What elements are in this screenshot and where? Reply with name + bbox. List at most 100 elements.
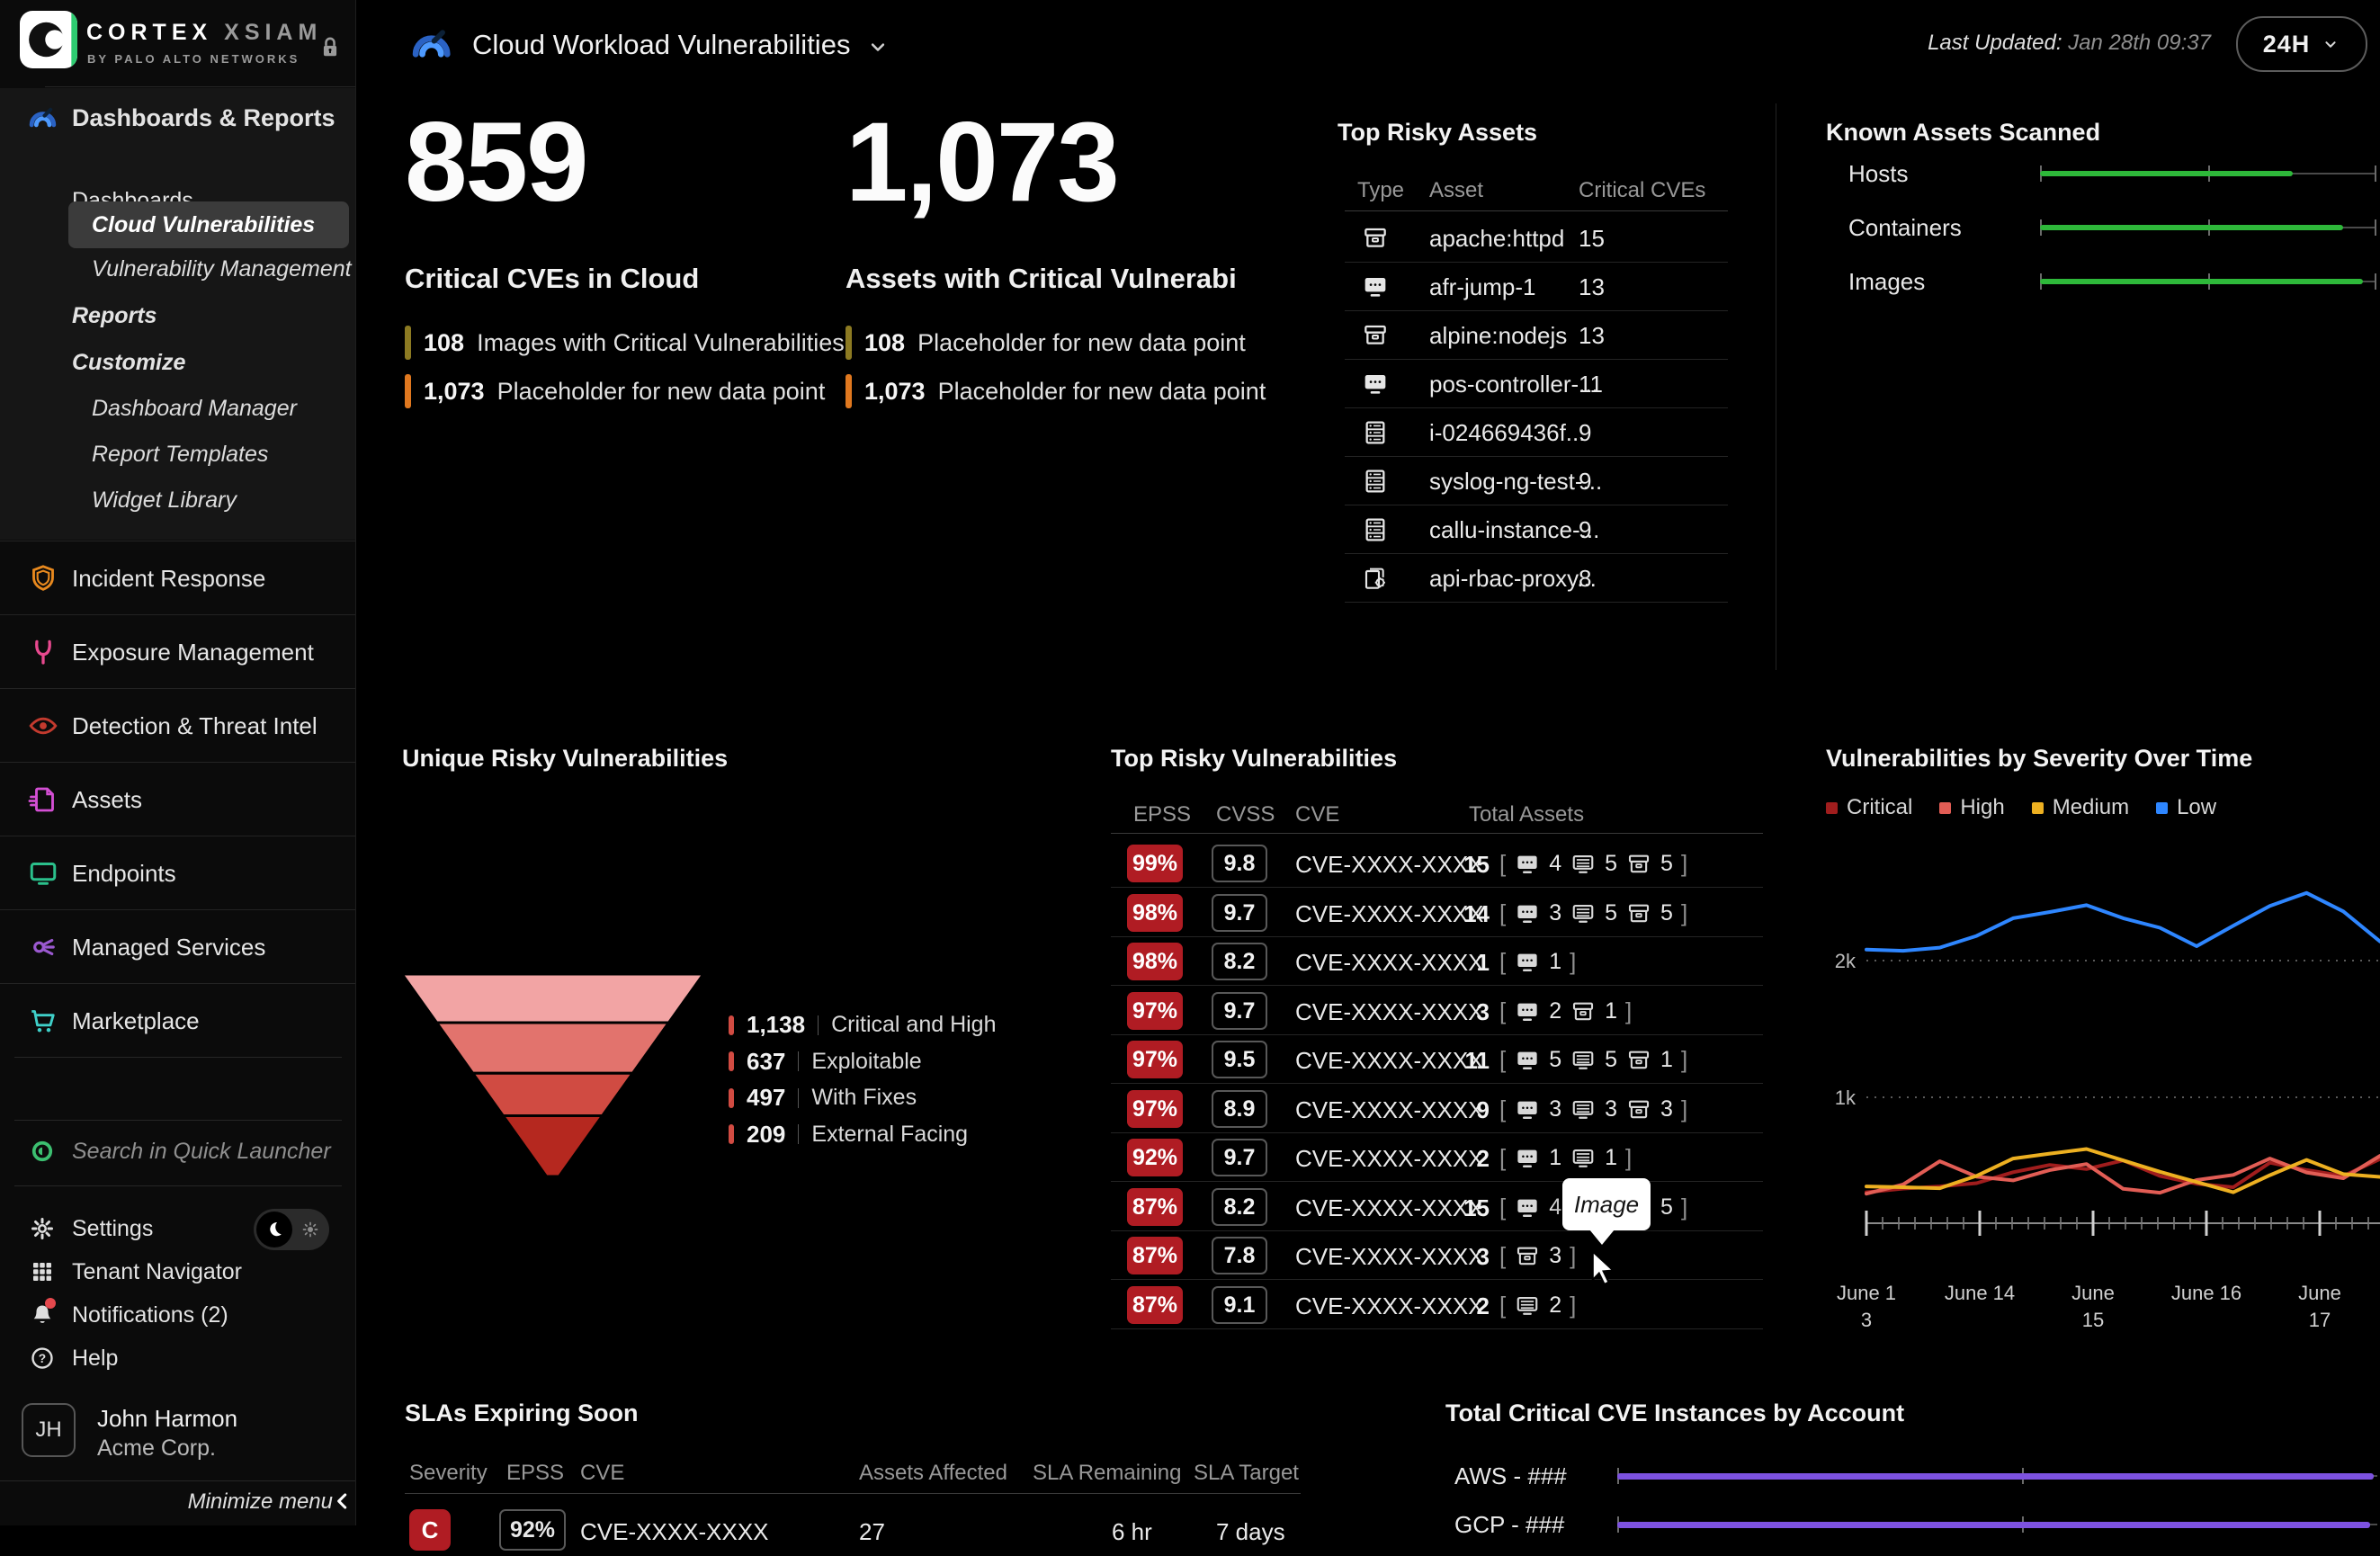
quick-launcher[interactable]: Search in Quick Launcher [0,1128,355,1175]
sidebar-group-header[interactable]: Dashboards & Reports [0,95,355,140]
legend-label: Low [2177,795,2217,819]
sidebar-item-dashboard-manager[interactable]: Dashboard Manager [0,388,355,429]
table-row[interactable]: C 92% CVE-XXXX-XXXX 27 6 hr 7 days [405,1506,1301,1556]
table-row[interactable]: 97% 9.5 CVE-XXXX-XXXX 11 [5 5 1] [1111,1035,1763,1084]
critical-cve-count: 15 [1579,225,1605,252]
cve-id: CVE-XXXX-XXXX [1295,851,1484,878]
asset-breakdown: [3 5 5] [1499,899,1687,927]
sidebar-item-label: Customize [72,349,186,375]
table-row[interactable]: 98% 8.2 CVE-XXXX-XXXX 1[1] [1111,937,1763,986]
table-row[interactable]: afr-jump-1 13 [1338,263,1733,311]
table-row[interactable]: syslog-ng-test-... 9 [1338,457,1733,505]
monitor-icon [27,857,59,890]
cve-by-account-title: Total Critical CVE Instances by Account [1445,1400,1905,1426]
column-header-epss: EPSS [506,1461,565,1485]
svg-text:?: ? [39,1352,46,1365]
sidebar-item-exposure-management[interactable]: Exposure Management [0,614,355,689]
sidebar-item-report-templates[interactable]: Report Templates [0,434,355,475]
svg-text:June: June [2298,1282,2341,1304]
stat-bar [846,374,852,408]
table-row[interactable]: 98% 9.7 CVE-XXXX-XXXX 14 [3 5 5] [1111,889,1763,937]
lock-icon[interactable] [315,32,345,63]
row-divider [1345,407,1728,408]
row-divider [1345,553,1728,554]
sidebar-item-widget-library[interactable]: Widget Library [0,479,355,521]
svg-text:3: 3 [1861,1309,1872,1331]
severity-over-time-title: Vulnerabilities by Severity Over Time [1826,745,2253,772]
top-risky-vulnerabilities-title: Top Risky Vulnerabilities [1111,745,1398,772]
table-row[interactable]: api-rbac-proxy... 8 [1338,554,1733,603]
sidebar-item-help[interactable]: ? Help [0,1337,355,1380]
container-icon [1570,851,1597,878]
sidebar-item-tenant-navigator[interactable]: Tenant Navigator [0,1250,355,1293]
server-icon [1361,418,1390,447]
dashboard-title[interactable]: Cloud Workload Vulnerabilities [472,29,851,60]
critical-cve-count: 9 [1579,468,1592,495]
cve-id: CVE-XXXX-XXXX [1295,900,1484,927]
sidebar-item-customize[interactable]: Customize [0,342,355,383]
sidebar-item-cloud-vulnerabilities[interactable]: Cloud Vulnerabilities [68,201,349,248]
sidebar-item-managed-services[interactable]: Managed Services [0,909,355,984]
slas-expiring-soon-title: SLAs Expiring Soon [405,1400,639,1426]
dashboard-gauge-icon [407,20,455,68]
table-row[interactable]: 99% 9.8 CVE-XXXX-XXXX 15 [4 5 5] [1111,839,1763,888]
svg-text:17: 17 [2309,1309,2331,1331]
avatar[interactable]: JH [22,1403,76,1457]
slas-expiring-soon-panel: SLAs Expiring Soon Severity EPSS CVE Assets… [405,1400,1304,1551]
sidebar-item-settings[interactable]: Settings [0,1207,355,1250]
host-icon [1361,273,1390,301]
time-range-button[interactable]: 24H [2236,16,2367,72]
table-row[interactable]: pos-controller-... 11 [1338,360,1733,408]
sidebar-item-notifications-2-[interactable]: Notifications (2) [0,1293,355,1337]
legend-swatch [1939,801,1952,814]
cve-id: CVE-XXXX-XXXX [1295,1243,1484,1270]
asset-count: 3 [1549,900,1562,926]
grid-icon [29,1258,56,1285]
table-row[interactable]: 87% 9.1 CVE-XXXX-XXXX 2[2] [1111,1281,1763,1329]
asset-breakdown: [3] [1499,1242,1576,1270]
column-header-sla-remaining: SLA Remaining [1033,1461,1182,1485]
legend-separator [798,1051,800,1072]
table-row[interactable]: 97% 8.9 CVE-XXXX-XXXX 9 [3 3 3] [1111,1085,1763,1133]
sidebar-item-vulnerability-management[interactable]: Vulnerability Management [0,248,355,290]
stat-label: Placeholder for new data point [497,377,826,405]
sidebar-item-label: Endpoints [72,859,176,887]
avatar-initials: JH [35,1417,62,1442]
logo-title: CORTEX [86,20,213,45]
sidebar-item-reports[interactable]: Reports [0,295,355,336]
legend-separator [818,1015,819,1035]
legend-label: Medium [2052,795,2130,819]
image-icon [1361,321,1390,350]
table-row[interactable]: 92% 9.7 CVE-XXXX-XXXX 2 [1 1] [1111,1133,1763,1182]
sidebar-item-marketplace[interactable]: Marketplace [0,983,355,1058]
legend-swatch [2156,801,2169,814]
bracket-close: ] [1625,997,1633,1024]
theme-toggle[interactable] [254,1209,329,1250]
table-row[interactable]: apache:httpd 15 [1338,214,1733,263]
table-row[interactable]: 97% 9.7 CVE-XXXX-XXXX 3 [2 1] [1111,987,1763,1035]
asset-count: 3 [1605,1096,1618,1122]
minimize-menu-button[interactable]: Minimize menu [0,1489,333,1515]
table-row[interactable]: alpine:nodejs 13 [1338,311,1733,360]
sidebar-item-assets[interactable]: Assets [0,762,355,836]
table-row[interactable]: i-024669436f... 9 [1338,408,1733,457]
cvss-box: 9.7 [1212,992,1267,1030]
sidebar-item-detection-threat-intel[interactable]: Detection & Threat Intel [0,688,355,763]
bracket-close: ] [1570,1292,1577,1319]
cvss-box: 9.5 [1212,1041,1267,1078]
svg-text:1k: 1k [1835,1087,1857,1109]
sidebar-item-endpoints[interactable]: Endpoints [0,836,355,910]
sidebar-item-incident-response[interactable]: Incident Response [0,541,355,615]
hub-icon [27,931,59,963]
chevron-down-icon[interactable] [865,34,890,59]
table-row[interactable]: callu-instance-... 9 [1338,505,1733,554]
cvss-box: 9.7 [1212,894,1267,932]
table-row[interactable]: 87% 7.8 CVE-XXXX-XXXX 3[3] [1111,1231,1763,1280]
row-divider [1111,985,1763,986]
notification-dot [45,1298,56,1309]
unique-risky-vulnerabilities-panel: Unique Risky Vulnerabilities 1,138 Critic… [402,745,1068,1194]
assets-affected: 27 [859,1518,885,1545]
row-divider [1345,359,1728,360]
asset-count: 2 [1549,998,1562,1024]
